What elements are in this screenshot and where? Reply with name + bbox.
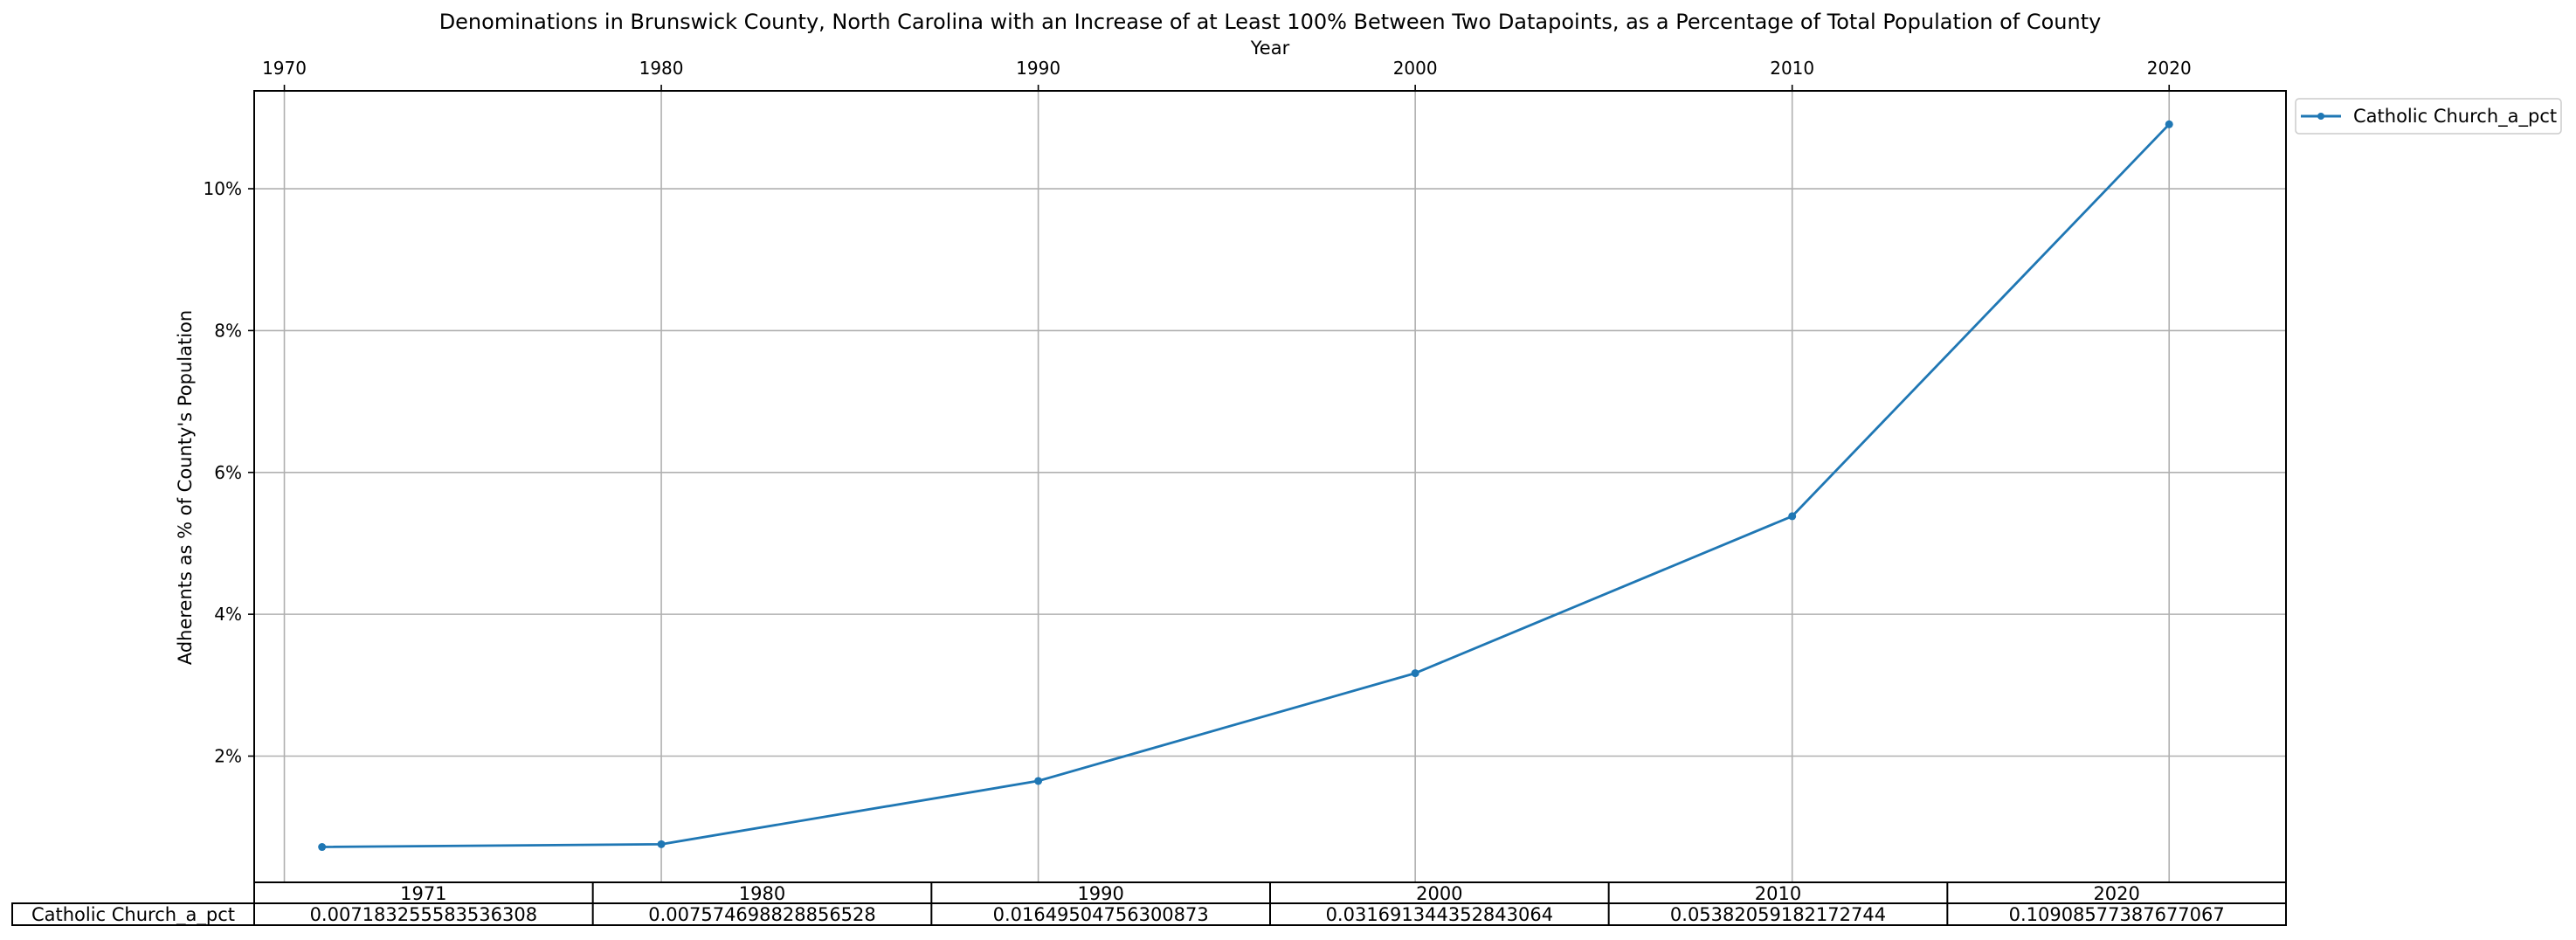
table-cell: 0.10908577387677067 [2009,904,2225,925]
table-cell: 0.007183255583536308 [310,904,538,925]
x-tick-label: 2000 [1393,58,1438,79]
x-tick-label: 2010 [1770,58,1814,79]
data-point [2165,120,2173,128]
x-tick-label: 2020 [2147,58,2192,79]
data-point [1411,669,1419,678]
table-column-header: 2020 [2093,883,2139,904]
table-column-header: 1980 [739,883,785,904]
table-cell: 0.01649504756300873 [993,904,1209,925]
table-column-header: 2000 [1416,883,1462,904]
x-tick-label: 1990 [1016,58,1060,79]
x-axis-label: Year [1250,38,1290,59]
table-column-header: 2010 [1755,883,1801,904]
table-data-row [11,902,2287,926]
y-tick-label: 8% [214,320,242,341]
y-tick-label: 6% [214,462,242,483]
chart-title: Denominations in Brunswick County, North… [439,10,2102,34]
data-point [657,840,666,848]
table-cell: 0.007574698828856528 [648,904,876,925]
legend-label: Catholic Church_a_pct [2353,106,2557,128]
x-tick-label: 1970 [262,58,307,79]
axis-ticks: 1970 1980 1990 2000 2010 2020 2% 4% 6% 8% 10% [204,58,2192,766]
table-row-label: Catholic Church_a_pct [31,904,235,926]
series-layer [318,120,2173,852]
table-column-header: 1971 [400,883,446,904]
legend: Catholic Church_a_pct [2295,98,2562,135]
legend-box [2295,98,2562,135]
y-axis-label: Adherents as % of County's Population [175,310,196,665]
x-tick-label: 1980 [639,58,684,79]
series-line [321,123,2171,848]
y-tick-label: 2% [214,745,242,766]
data-point [1788,512,1797,521]
table-cell: 0.05382059182172744 [1670,904,1886,925]
legend-marker-swatch [2317,113,2324,120]
data-table: 1971 1980 1990 2000 2010 2020 Catholic Church_… [11,881,2287,926]
table-cell: 0.031691344352843064 [1326,904,1554,925]
table-column-header: 1990 [1077,883,1123,904]
data-point [318,843,327,852]
y-tick-label: 10% [204,178,242,199]
y-tick-label: 4% [214,604,242,625]
grid [254,91,2286,882]
data-point [1034,777,1043,785]
